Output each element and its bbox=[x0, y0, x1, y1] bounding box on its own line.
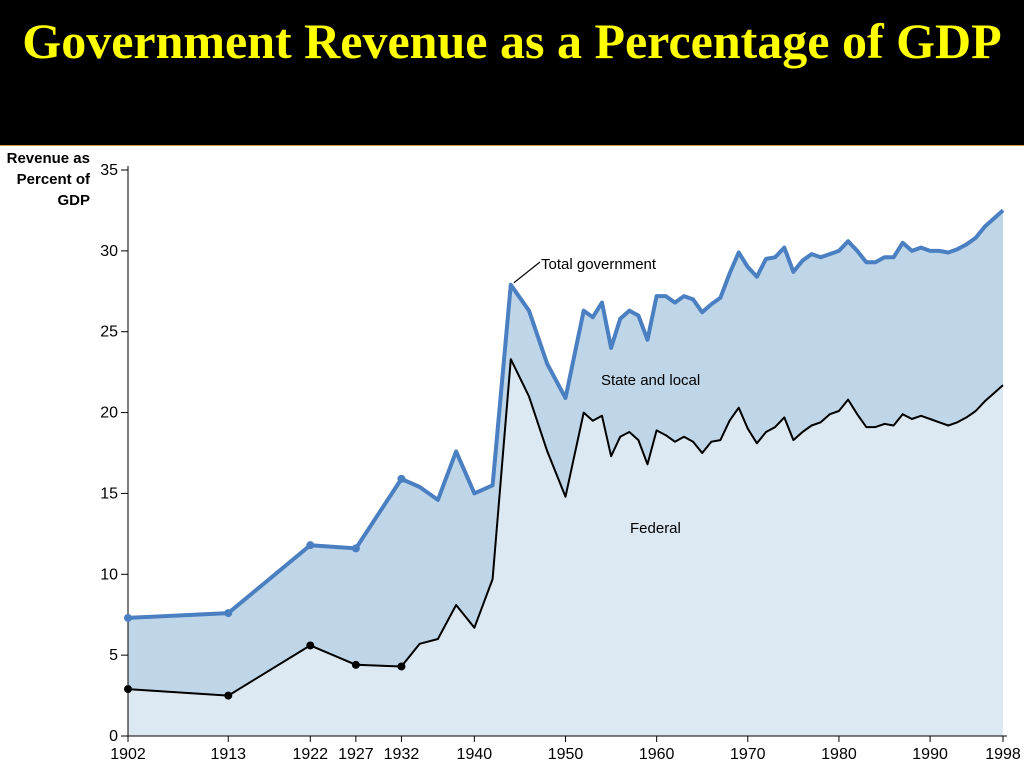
x-tick-label: 1990 bbox=[912, 746, 948, 763]
total-government-point bbox=[397, 474, 406, 483]
x-tick-label: 1998 bbox=[985, 746, 1021, 763]
federal-point bbox=[124, 685, 132, 694]
federal-annotation: Federal bbox=[630, 520, 681, 537]
y-tick-label: 35 bbox=[100, 162, 118, 179]
federal-point bbox=[351, 660, 360, 669]
total-government-line bbox=[127, 208, 1005, 620]
y-axis-label-line: GDP bbox=[57, 192, 90, 209]
x-tick-label: 1902 bbox=[110, 746, 146, 763]
axes: 0 5 10 15 20 25 30 35 1902 1913 1922 1927 1932 1940 19… bbox=[100, 162, 1021, 763]
federal-point bbox=[397, 662, 406, 671]
y-axis-label-line: Percent of bbox=[16, 171, 90, 188]
series-lines bbox=[124, 208, 1005, 700]
x-tick-label: 1927 bbox=[338, 746, 374, 763]
x-tick-label: 1922 bbox=[292, 746, 328, 763]
total-government-point bbox=[306, 541, 315, 550]
federal-area bbox=[128, 359, 1003, 736]
x-tick-label: 1940 bbox=[457, 746, 493, 763]
x-tick-label: 1932 bbox=[384, 746, 420, 763]
total-government-point bbox=[351, 544, 360, 553]
total-government-annotation: Total government bbox=[541, 256, 657, 273]
chart-panel: Revenue as Percent of GDP 0 5 10 15 20 25 30 35… bbox=[0, 145, 1024, 769]
x-tick-label: 1913 bbox=[210, 746, 246, 763]
revenue-chart: 0 5 10 15 20 25 30 35 1902 1913 1922 1927 1932 1940 19… bbox=[100, 162, 1021, 763]
x-tick-label: 1950 bbox=[548, 746, 584, 763]
title-bar: Government Revenue as a Percentage of GD… bbox=[0, 0, 1024, 145]
x-tick-label: 1980 bbox=[821, 746, 857, 763]
y-axis-label: Revenue as Percent of GDP bbox=[2, 148, 90, 211]
total-government-point bbox=[124, 613, 132, 622]
y-tick-label: 15 bbox=[100, 485, 118, 502]
y-tick-label: 10 bbox=[100, 566, 118, 583]
slide-title: Government Revenue as a Percentage of GD… bbox=[22, 13, 1002, 69]
y-tick-label: 25 bbox=[100, 324, 118, 341]
total-government-point bbox=[224, 609, 233, 618]
y-tick-label: 5 bbox=[109, 647, 118, 664]
state-local-annotation: State and local bbox=[601, 372, 700, 389]
x-tick-label: 1970 bbox=[730, 746, 766, 763]
federal-point bbox=[224, 691, 233, 700]
y-tick-label: 20 bbox=[100, 405, 118, 422]
y-axis-label-line: Revenue as bbox=[6, 150, 90, 167]
annotations: Total government State and local Federal bbox=[513, 256, 700, 537]
federal-line bbox=[127, 358, 1004, 697]
x-tick-label: 1960 bbox=[639, 746, 675, 763]
federal-point bbox=[306, 641, 315, 650]
total-government-leader-line bbox=[513, 261, 541, 284]
y-tick-label: 30 bbox=[100, 243, 118, 260]
area-fills bbox=[128, 210, 1003, 736]
y-tick-label: 0 bbox=[109, 728, 118, 745]
